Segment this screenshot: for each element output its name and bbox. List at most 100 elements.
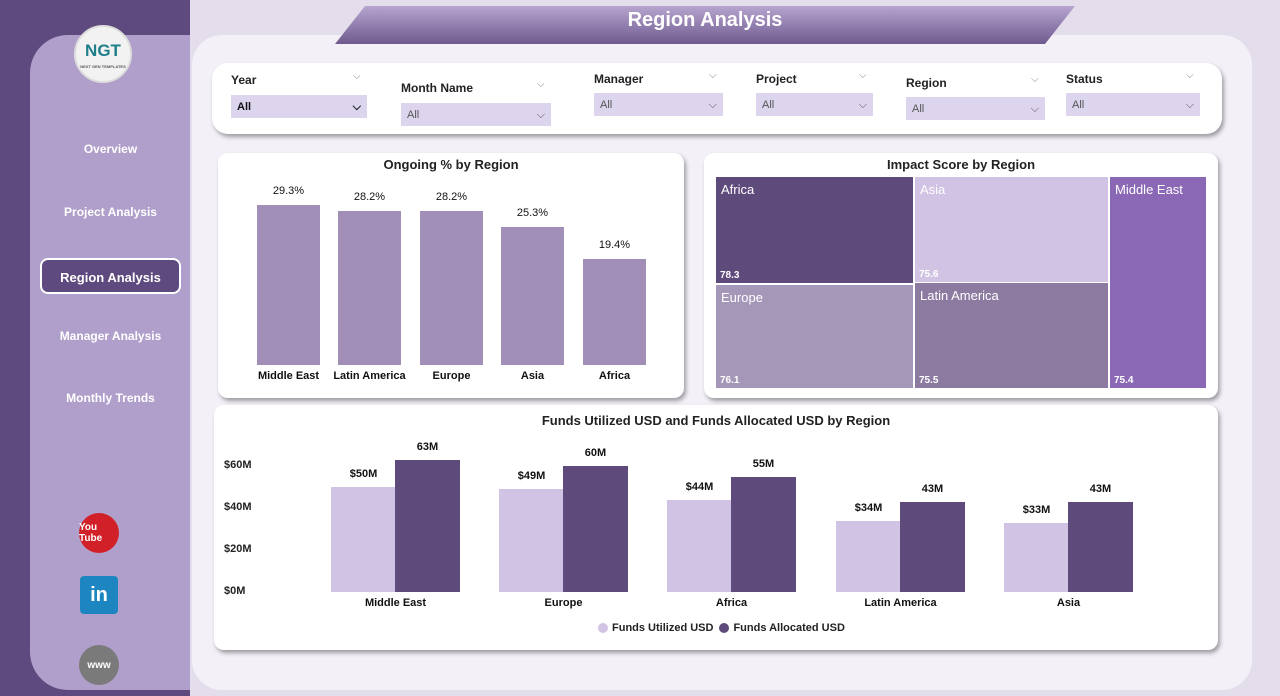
legend-marker	[719, 623, 730, 633]
legend-label[interactable]: Funds Allocated USD	[733, 622, 845, 634]
bar-utilized[interactable]	[836, 520, 901, 592]
filter-value: All	[237, 101, 252, 113]
chevron-down-icon[interactable]: ⌵	[537, 79, 545, 90]
bar-allocated[interactable]	[731, 476, 796, 592]
bar-utilized[interactable]	[1004, 522, 1069, 592]
globe-icon[interactable]: www	[79, 645, 119, 685]
y-tick-label: $60M	[224, 459, 252, 471]
treemap-tile[interactable]: Middle East 75.4	[1110, 177, 1206, 388]
legend: Funds Utilized USD Funds Allocated USD	[598, 622, 847, 634]
chevron-down-icon: ⌵	[708, 99, 717, 111]
treemap-tile[interactable]: Latin America 75.5	[915, 283, 1108, 388]
bar-utilized[interactable]	[667, 499, 732, 592]
x-tick-label: Latin America	[864, 597, 937, 609]
tile-value: 78.3	[720, 270, 740, 281]
filter-value: All	[762, 99, 775, 111]
chevron-down-icon[interactable]: ⌵	[1186, 70, 1194, 81]
bar[interactable]	[338, 211, 401, 365]
bar[interactable]	[420, 211, 483, 365]
x-tick-label: Africa	[715, 597, 748, 609]
chevron-down-icon[interactable]: ⌵	[353, 71, 361, 82]
data-label: 29.3%	[272, 185, 305, 198]
tile-label: Europe	[721, 290, 763, 305]
tile-label: Africa	[721, 182, 755, 197]
data-label: $49M	[517, 470, 546, 483]
tile-value: 75.4	[1114, 375, 1134, 386]
treemap-tile[interactable]: Asia 75.6	[915, 177, 1108, 282]
y-tick-label: $20M	[224, 543, 252, 555]
x-tick-label: Asia	[1056, 597, 1081, 609]
data-label: $50M	[349, 468, 378, 480]
filter-dropdown[interactable]: All ⌵	[756, 93, 873, 116]
data-label: $44M	[685, 480, 714, 493]
data-label: 43M	[921, 482, 944, 495]
chart-title: Funds Utilized USD and Funds Allocated U…	[541, 413, 891, 428]
chevron-down-icon[interactable]: ⌵	[1031, 74, 1039, 85]
data-label: 60M	[584, 447, 607, 459]
bar[interactable]	[583, 259, 646, 365]
chart-title: Ongoing % by Region	[383, 157, 519, 172]
data-label: 43M	[1089, 482, 1112, 495]
filter-dropdown[interactable]: All ⌵	[231, 95, 367, 118]
bar-allocated[interactable]	[395, 459, 460, 592]
chevron-down-icon: ⌵	[858, 99, 867, 111]
data-label: 63M	[416, 440, 439, 453]
data-label: 28.2%	[435, 191, 468, 204]
chevron-down-icon: ⌵	[352, 101, 361, 113]
tile-value: 75.6	[919, 269, 939, 280]
filter-label: Status	[1066, 72, 1103, 86]
filter-value: All	[1072, 99, 1085, 111]
data-label: 55M	[752, 457, 775, 470]
x-tick-label: Europe	[544, 597, 583, 609]
bar[interactable]	[501, 226, 564, 365]
filter-label: Region	[906, 76, 947, 90]
chevron-down-icon: ⌵	[1185, 99, 1194, 111]
tile-value: 75.5	[919, 375, 939, 386]
data-label: 28.2%	[353, 191, 386, 204]
chevron-down-icon: ⌵	[536, 109, 545, 121]
logo: NGT NEXT GEN TEMPLATES	[74, 25, 132, 83]
x-tick-label: Asia	[520, 370, 545, 382]
x-tick-label: Middle East	[364, 597, 427, 609]
nav-monthly-trends[interactable]: Monthly Trends	[66, 391, 155, 405]
nav-manager-analysis[interactable]: Manager Analysis	[59, 329, 162, 343]
tile-label: Middle East	[1115, 182, 1183, 197]
filter-label: Project	[756, 72, 797, 86]
filter-value: All	[407, 109, 420, 121]
legend-marker	[598, 623, 608, 633]
bar-allocated[interactable]	[900, 501, 965, 592]
bar[interactable]	[257, 205, 320, 365]
page-title: Region Analysis	[335, 6, 1075, 44]
logo-text: NGT	[85, 41, 121, 60]
nav-region-analysis[interactable]: Region Analysis	[40, 258, 181, 294]
chevron-down-icon[interactable]: ⌵	[709, 70, 717, 81]
nav-overview[interactable]: Overview	[83, 142, 138, 156]
filter-dropdown[interactable]: All ⌵	[594, 93, 723, 116]
filter-label: Year	[231, 73, 257, 87]
linkedin-icon[interactable]: in	[80, 576, 118, 614]
data-label: $33M	[1022, 503, 1051, 516]
filter-value: All	[912, 103, 925, 115]
filter-value: All	[600, 99, 613, 111]
filter-dropdown[interactable]: All ⌵	[906, 97, 1045, 120]
y-tick-label: $0M	[224, 585, 246, 597]
filter-dropdown[interactable]: All ⌵	[1066, 93, 1200, 116]
bar-utilized[interactable]	[331, 487, 396, 592]
bar-utilized[interactable]	[499, 489, 564, 592]
filter-label: Manager	[594, 72, 644, 86]
bar-allocated[interactable]	[1068, 501, 1133, 592]
youtube-icon[interactable]: You Tube	[79, 513, 119, 553]
tile-value: 76.1	[720, 375, 740, 386]
chevron-down-icon[interactable]: ⌵	[859, 70, 867, 81]
tile-label: Asia	[920, 182, 946, 197]
legend-label[interactable]: Funds Utilized USD	[612, 622, 714, 634]
x-tick-label: Latin America	[333, 370, 406, 382]
filter-dropdown[interactable]: All ⌵	[401, 103, 551, 126]
bar-allocated[interactable]	[563, 466, 628, 592]
data-label: $34M	[854, 501, 883, 514]
treemap-tile[interactable]: Africa 78.3	[716, 177, 913, 283]
nav-project-analysis[interactable]: Project Analysis	[64, 205, 157, 219]
tile-label: Latin America	[920, 288, 999, 303]
treemap-tile[interactable]: Europe 76.1	[716, 285, 913, 388]
chevron-down-icon: ⌵	[1030, 103, 1039, 115]
